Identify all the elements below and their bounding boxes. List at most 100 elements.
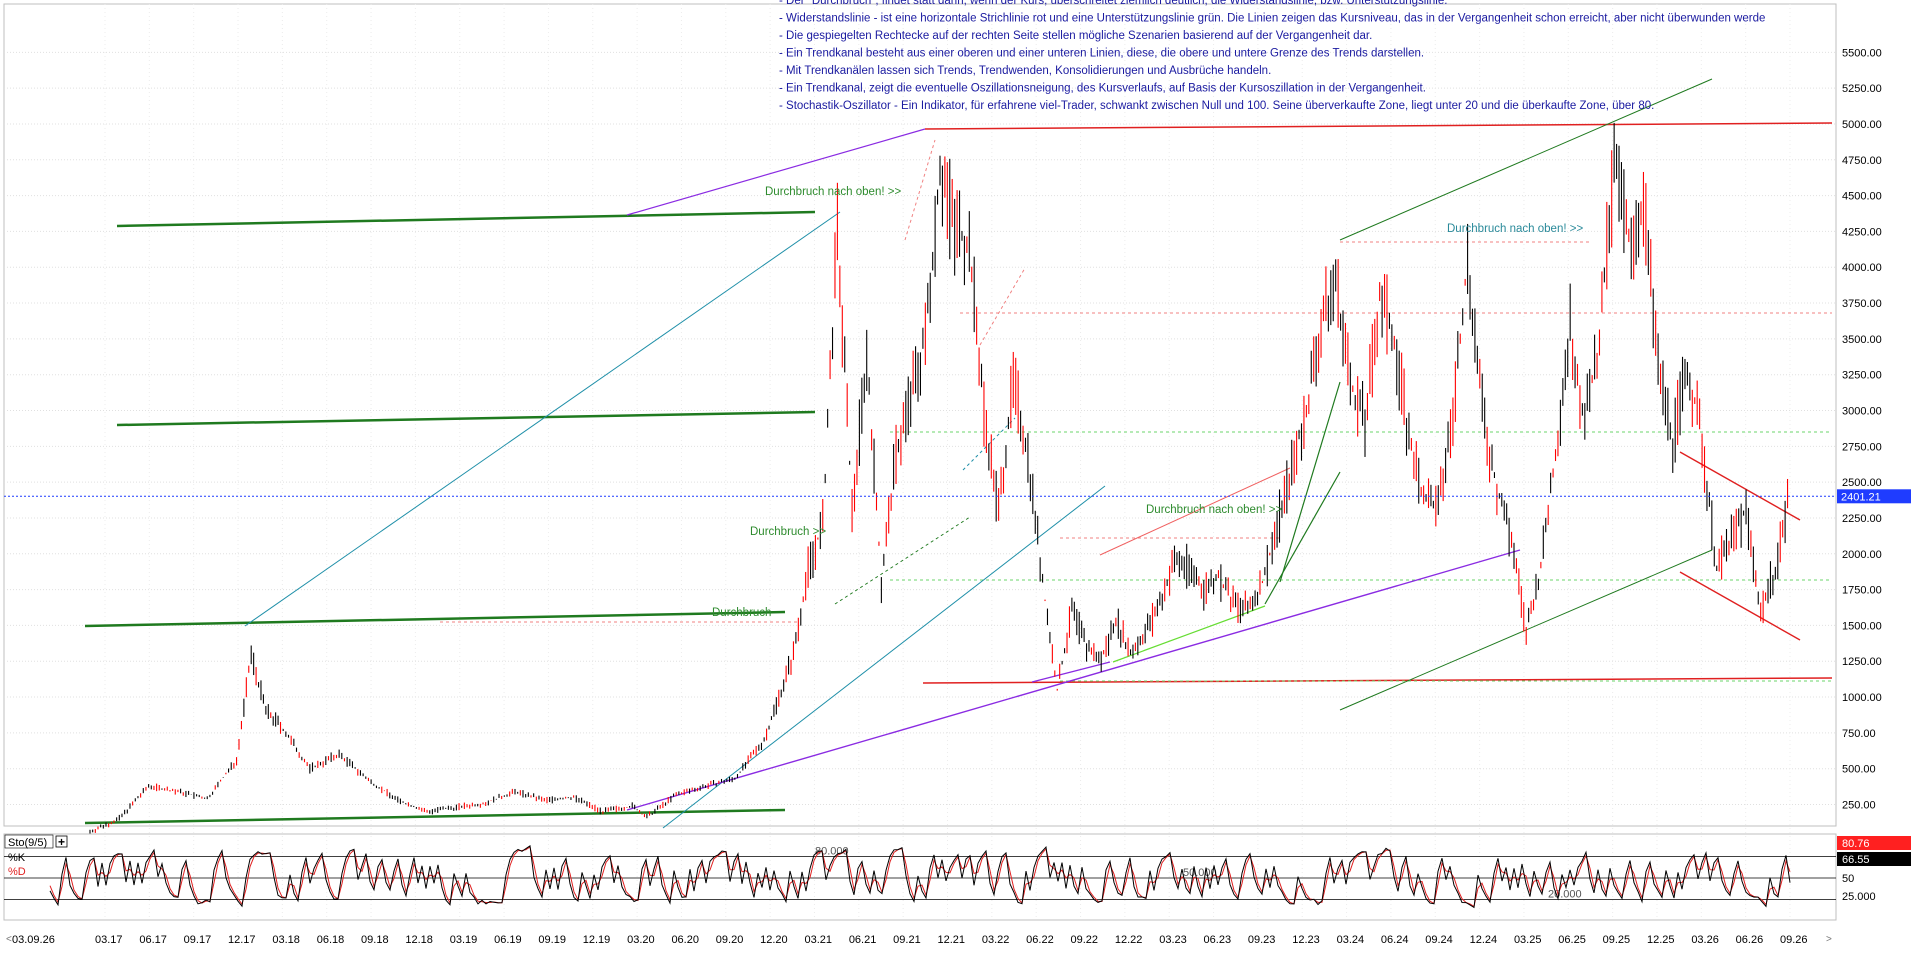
- stochastic-readout: 66.55: [1842, 854, 1870, 866]
- breakout-annotation: Durchbruch nach oben! >>: [765, 186, 901, 198]
- support-line-1400: [84, 610, 786, 628]
- trend-teal-long: [244, 211, 841, 627]
- x-tick-label: 09.18: [361, 934, 389, 946]
- price-series: [89, 122, 1789, 834]
- x-tick-label: 12.18: [405, 934, 433, 946]
- stochastic-level-label: 20.000: [1548, 889, 1582, 901]
- x-tick-label: 03.22: [982, 934, 1010, 946]
- k-label: %K: [8, 852, 26, 864]
- wedge-red-upper: [1679, 451, 1801, 521]
- support-line-base: [84, 808, 786, 825]
- stochastic-readout-tag: [1837, 852, 1911, 866]
- x-tick-label: 09.26: [1780, 934, 1808, 946]
- oscillator-pane-frame: [3, 833, 1837, 921]
- notes-block: - Der "Durchbruch", findet statt dann, w…: [779, 0, 1765, 112]
- resistance-lines: [922, 122, 1833, 684]
- stochastic-lines: [49, 845, 1791, 909]
- y-tick-label: 3500.00: [1842, 334, 1882, 346]
- price-pane-frame: [3, 3, 1837, 827]
- plus-icon: +: [58, 835, 65, 849]
- x-tick-label: 06.24: [1381, 934, 1409, 946]
- y-tick-label: 5500.00: [1842, 47, 1882, 59]
- note-line: - Mit Trendkanälen lassen sich Trends, T…: [779, 65, 1271, 77]
- x-tick-label: 03.20: [627, 934, 655, 946]
- y-tick-label: 4750.00: [1842, 155, 1882, 167]
- y-tick-label: 500.00: [1842, 764, 1876, 776]
- resistance-top: [924, 122, 1833, 130]
- channel-green-upper: [1339, 78, 1713, 241]
- x-tick-label: 09.25: [1603, 934, 1631, 946]
- note-line: - Ein Trendkanal, zeigt die eventuelle O…: [779, 83, 1426, 95]
- scroll-arrows[interactable]: < >: [6, 934, 1832, 945]
- x-tick-label: 12.22: [1115, 934, 1143, 946]
- x-tick-label: 12.17: [228, 934, 256, 946]
- note-line: - Die gespiegelten Rechtecke auf der rec…: [779, 30, 1372, 42]
- trend-purple-upper: [626, 128, 926, 216]
- x-tick-label: 06.17: [139, 934, 167, 946]
- support-line-2800: [116, 410, 816, 427]
- x-tick-label: 12.21: [938, 934, 966, 946]
- y-tick-label: 2250.00: [1842, 513, 1882, 525]
- x-tick-label: 06.25: [1558, 934, 1586, 946]
- y-tick-label: 2500.00: [1842, 477, 1882, 489]
- stochastic-axis[interactable]: 80.76 66.55 50 25.000: [1837, 836, 1911, 903]
- trend-green-short2: [1279, 381, 1341, 583]
- x-tick-label: 09.23: [1248, 934, 1276, 946]
- x-tick-label: 12.24: [1470, 934, 1498, 946]
- wedge-red-lower: [1679, 571, 1801, 641]
- y-tick-label: 4250.00: [1842, 226, 1882, 238]
- time-axis[interactable]: 03.09.26 03.17 06.17 09.17 12.17 03.18 06.18 09…: [12, 934, 1808, 946]
- x-tick-label: 06.21: [849, 934, 877, 946]
- x-tick-label: 09.17: [184, 934, 212, 946]
- y-tick-label: 1750.00: [1842, 585, 1882, 597]
- x-tick-label: 03.23: [1159, 934, 1187, 946]
- x-tick-label: 03.19: [450, 934, 478, 946]
- x-tick-label: 09.22: [1071, 934, 1099, 946]
- add-indicator-button[interactable]: [55, 835, 68, 848]
- note-line: - Stochastik-Oszillator - Ein Indikator,…: [779, 100, 1654, 112]
- dashed-red-2022: [979, 267, 1026, 346]
- support-lines: [84, 210, 816, 825]
- support-line-4200: [116, 210, 816, 228]
- stochastic-readout-tag: [1837, 836, 1911, 850]
- trend-purple-lower: [626, 549, 1521, 811]
- stochastic-readout: 80.76: [1842, 838, 1870, 850]
- x-tick-label: 09.24: [1425, 934, 1453, 946]
- x-tick-label: 12.25: [1647, 934, 1675, 946]
- y-tick-label: 1250.00: [1842, 656, 1882, 668]
- y-tick-label: 250.00: [1842, 800, 1876, 812]
- stochastic-k-line: [49, 845, 1791, 909]
- x-tick-label: 03.18: [272, 934, 300, 946]
- trend-purple-mid: [1031, 661, 1111, 683]
- x-tick-label: 03.09.26: [12, 934, 55, 946]
- x-tick-label: 03.25: [1514, 934, 1542, 946]
- x-tick-label: 06.18: [317, 934, 345, 946]
- breakout-annotation: Durchbruch nach oben! >>: [1447, 223, 1583, 235]
- x-tick-label: 06.23: [1204, 934, 1232, 946]
- y-tick-label: 1500.00: [1842, 620, 1882, 632]
- y-tick-label: 750.00: [1842, 728, 1876, 740]
- y-tick-label: 3250.00: [1842, 370, 1882, 382]
- dashed-levels: [440, 241, 1832, 682]
- y-tick-label: 5000.00: [1842, 119, 1882, 131]
- x-tick-label: 03.21: [804, 934, 832, 946]
- note-line: - Ein Trendkanal besteht aus einer obere…: [779, 48, 1424, 60]
- breakout-annotation: Durchbruch >>: [750, 526, 826, 538]
- time-grid: [104, 4, 1791, 920]
- y-tick-label: 1000.00: [1842, 692, 1882, 704]
- x-tick-label: 06.19: [494, 934, 522, 946]
- price-axis[interactable]: 250.00 500.00 750.00 1000.00 1250.00 1500.00 1…: [1842, 47, 1882, 811]
- y-tick-label: 2750.00: [1842, 441, 1882, 453]
- y-tick-label: 4500.00: [1842, 191, 1882, 203]
- x-tick-label: 06.20: [671, 934, 699, 946]
- resistance-bottom: [922, 677, 1833, 684]
- x-tick-label: 12.23: [1292, 934, 1320, 946]
- scroll-right-icon: >: [1826, 934, 1832, 945]
- trend-green-short: [1264, 471, 1341, 605]
- scroll-left-icon: <: [6, 934, 12, 945]
- x-tick-label: 03.26: [1691, 934, 1719, 946]
- x-tick-label: 09.20: [716, 934, 744, 946]
- stochastic-header: Sto(9/5) + %K %D: [4, 834, 68, 878]
